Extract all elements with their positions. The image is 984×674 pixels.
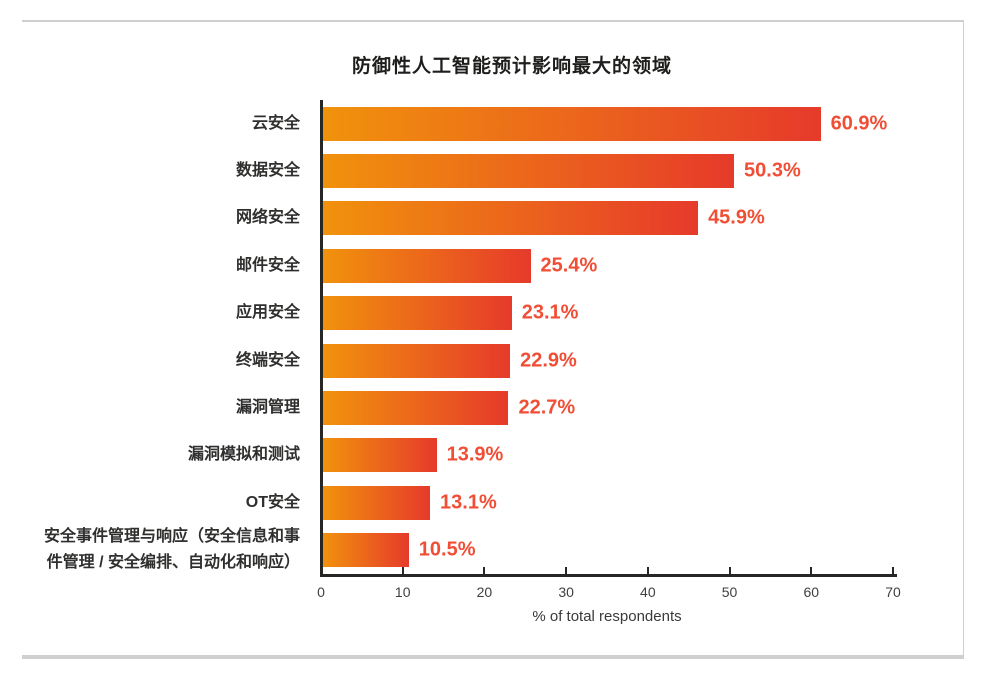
bar-row: 25.4%: [323, 242, 895, 289]
tick-label: 40: [640, 584, 656, 600]
tick-mark: [320, 567, 322, 574]
tick-mark: [892, 567, 894, 574]
value-label: 22.9%: [520, 349, 577, 372]
tick-mark: [483, 567, 486, 574]
bar: [323, 391, 509, 426]
tick-mark: [728, 567, 731, 574]
bar: [323, 154, 735, 189]
value-label: 23.1%: [521, 301, 579, 324]
category-label: 漏洞模拟和测试: [187, 446, 300, 464]
category-label: 应用安全: [235, 304, 300, 322]
bar: [323, 248, 531, 283]
bar: [323, 533, 409, 568]
tick-label: 60: [803, 584, 820, 600]
bar-row: 45.9%: [323, 195, 895, 242]
chart-title: 防御性人工智能预计影响最大的领域: [351, 56, 672, 77]
bar-row: 60.9%: [323, 100, 895, 147]
tick-label: 0: [317, 584, 325, 600]
tick-mark: [810, 567, 813, 574]
bar-row: 10.5%: [323, 527, 895, 574]
bar: [323, 438, 437, 473]
tick-label: 10: [394, 584, 411, 600]
value-label: 13.9%: [446, 443, 504, 466]
category-label: 终端安全: [235, 351, 300, 369]
bar: [323, 296, 512, 331]
value-label: 25.4%: [540, 254, 598, 277]
bar-row: 13.9%: [323, 432, 895, 479]
bar: [323, 106, 821, 141]
category-label: 安全事件管理与响应（安全信息和事件管理 / 安全编排、自动化和响应）: [43, 528, 300, 572]
category-label: 云安全: [251, 114, 300, 132]
value-label: 60.9%: [830, 112, 888, 135]
bar-row: 50.3%: [323, 147, 895, 194]
category-label: 漏洞管理: [235, 399, 300, 417]
bar: [323, 201, 699, 236]
x-axis-label: % of total respondents: [532, 608, 682, 625]
tick-mark: [401, 567, 404, 574]
category-labels-column: 云安全数据安全网络安全邮件安全应用安全终端安全漏洞管理漏洞模拟和测试 OT安全安全…: [36, 100, 300, 574]
bar: [323, 485, 431, 520]
value-label: 45.9%: [708, 206, 765, 229]
bar: [323, 343, 511, 378]
value-label: 10.5%: [418, 538, 476, 561]
value-label: 13.1%: [440, 491, 497, 514]
tick-label: 50: [721, 584, 738, 600]
value-label: 22.7%: [518, 396, 576, 419]
tick-label: 20: [476, 584, 493, 600]
category-label: OT安全: [245, 493, 300, 511]
bar-row: 13.1%: [323, 479, 895, 526]
bar-row: 22.7%: [323, 384, 895, 431]
bar-row: 23.1%: [323, 290, 895, 337]
y-axis-line: [320, 100, 323, 577]
tick-label: 30: [558, 584, 574, 600]
plot-area: 60.9% 50.3% 45.9% 25.4% 23.1% 22.9% 22.7% 13.9%…: [323, 100, 895, 574]
tick-mark: [565, 567, 568, 574]
tick-mark: [646, 567, 649, 574]
value-label: 50.3%: [744, 159, 801, 182]
chart-card-border: [22, 20, 964, 659]
tick-label: 70: [885, 584, 901, 600]
bar-row: 22.9%: [323, 337, 895, 384]
category-label: 数据安全: [235, 162, 300, 180]
category-label: 网络安全: [235, 209, 300, 227]
x-axis-line: [320, 574, 897, 577]
category-label: 邮件安全: [235, 256, 300, 274]
